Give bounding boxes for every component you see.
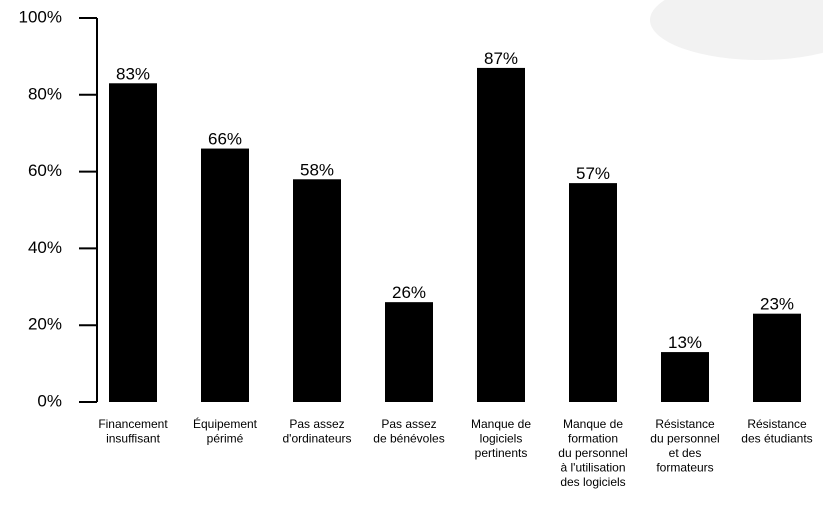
x-tick-label: Manque de logiciels pertinents bbox=[471, 417, 531, 460]
value-label: 58% bbox=[300, 160, 334, 179]
x-tick-label: Résistance du personnel et des formateurs bbox=[650, 417, 719, 475]
value-label: 83% bbox=[116, 64, 150, 83]
y-tick-label: 80% bbox=[28, 84, 62, 103]
x-tick-label: Financement insuffisant bbox=[98, 417, 168, 446]
x-tick-label: Pas assez d'ordinateurs bbox=[283, 417, 352, 446]
bar bbox=[661, 352, 709, 402]
value-label: 66% bbox=[208, 130, 242, 149]
value-label: 87% bbox=[484, 49, 518, 68]
background-decoration bbox=[650, 0, 823, 60]
x-tick-label: Équipement périmé bbox=[193, 416, 258, 446]
value-label: 26% bbox=[392, 283, 426, 302]
bar bbox=[201, 148, 249, 402]
y-tick-label: 100% bbox=[19, 7, 62, 26]
bar bbox=[385, 302, 433, 402]
bar bbox=[293, 179, 341, 402]
y-tick-label: 0% bbox=[37, 391, 62, 410]
value-label: 23% bbox=[760, 295, 794, 314]
x-tick-label: Pas assez de bénévoles bbox=[373, 417, 444, 446]
bar bbox=[477, 67, 525, 403]
y-tick-label: 60% bbox=[28, 161, 62, 180]
y-tick-label: 40% bbox=[28, 238, 62, 257]
bar bbox=[109, 83, 157, 402]
value-label: 57% bbox=[576, 164, 610, 183]
value-label: 13% bbox=[668, 333, 702, 352]
y-tick-label: 20% bbox=[28, 315, 62, 334]
x-tick-label: Manque de formation du personnel à l'utilis… bbox=[558, 417, 627, 489]
x-tick-label: Résistance des étudiants bbox=[741, 417, 812, 446]
bar bbox=[569, 183, 617, 402]
bar bbox=[753, 313, 801, 402]
